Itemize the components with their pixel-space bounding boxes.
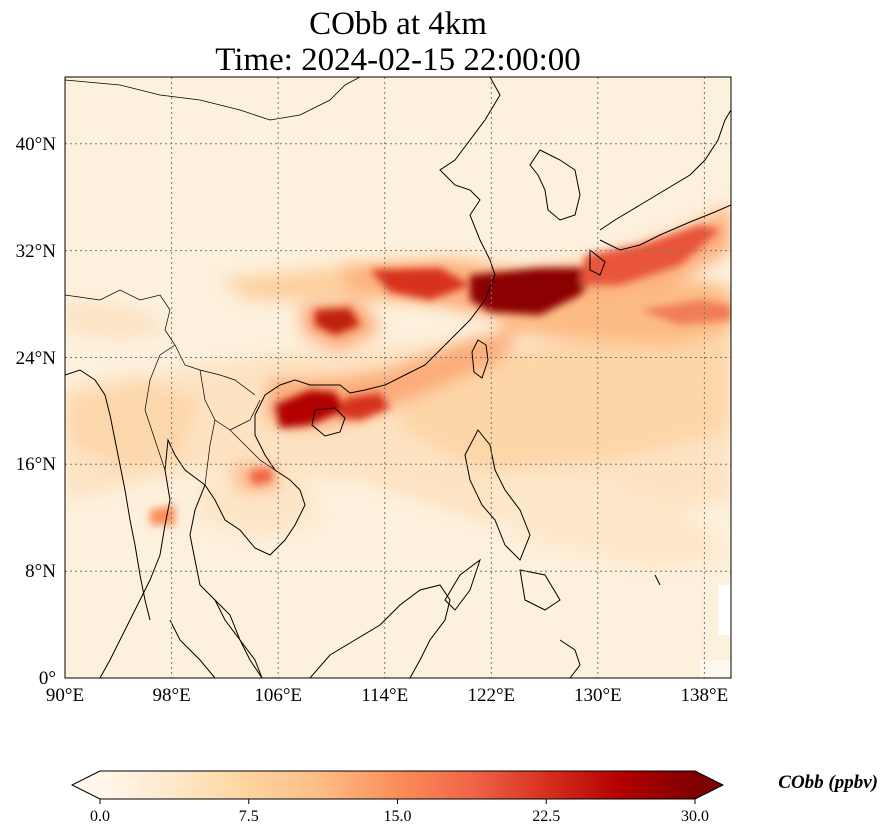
colorbar-label: CObb (ppbv)	[778, 772, 878, 793]
colorbar-tick-label: 15.0	[384, 808, 412, 825]
lon-tick-label: 98°E	[152, 685, 190, 706]
longitude-tick-labels: 90°E 98°E 106°E 114°E 122°E 130°E 138°E	[46, 685, 728, 706]
concentration-field	[65, 77, 731, 678]
map-title: CObb at 4km	[309, 6, 487, 42]
lon-tick-label: 130°E	[574, 685, 622, 706]
korean-peninsula	[529, 149, 581, 221]
lat-tick-label: 0°	[39, 668, 56, 689]
northern-border	[65, 77, 361, 121]
lon-tick-label: 90°E	[46, 685, 84, 706]
lat-tick-label: 32°N	[16, 241, 57, 262]
colorbar-extend-low	[72, 771, 100, 799]
mainland-coastline	[189, 77, 501, 678]
plume-cores	[150, 225, 731, 525]
colorbar: 0.0 7.5 15.0 22.5 30.0 CObb (ppbv)	[70, 770, 878, 825]
philippines-islands	[444, 429, 561, 611]
bay-of-bengal-coast	[65, 369, 151, 621]
colorbar-tick-label: 30.0	[681, 808, 709, 825]
lon-tick-label: 106°E	[254, 685, 302, 706]
hainan-island	[311, 407, 346, 437]
country-borders	[65, 289, 276, 486]
eastern-islands	[559, 574, 661, 678]
lat-tick-label: 8°N	[25, 561, 56, 582]
lat-tick-label: 16°N	[16, 454, 57, 475]
latitude-tick-labels: 0° 8°N 16°N 24°N 32°N 40°N	[16, 134, 57, 689]
colorbar-tick-label: 0.0	[90, 808, 110, 825]
borneo-coast	[309, 584, 451, 678]
map-frame	[64, 76, 732, 679]
japan-islands	[589, 109, 731, 276]
lat-tick-label: 40°N	[16, 134, 57, 155]
colorbar-ticks	[99, 799, 696, 804]
map-subtitle-time: Time: 2024-02-15 22:00:00	[215, 42, 581, 78]
taiwan-island	[471, 339, 489, 379]
gridlines	[65, 77, 731, 678]
colorbar-tick-label: 22.5	[532, 808, 560, 825]
lon-tick-label: 122°E	[467, 685, 515, 706]
lat-tick-label: 24°N	[16, 348, 57, 369]
lon-tick-label: 114°E	[361, 685, 408, 706]
colorbar-extend-high	[695, 771, 723, 799]
coastlines	[65, 77, 731, 678]
lon-tick-label: 138°E	[681, 685, 729, 706]
colorbar-tick-label: 7.5	[239, 808, 259, 825]
malay-peninsula	[169, 599, 263, 678]
colorbar-gradient	[100, 771, 695, 799]
gulf-of-thailand-coast	[99, 438, 206, 678]
